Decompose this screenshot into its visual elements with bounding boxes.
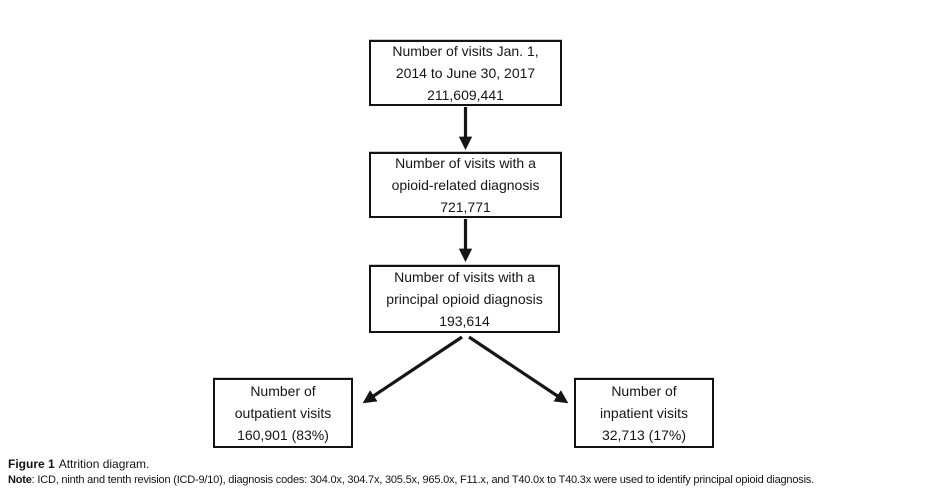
figure-caption-text: Attrition diagram. (58, 457, 150, 471)
figure-note-text: : ICD, ninth and tenth revision (ICD-9/1… (31, 474, 815, 486)
arrow-principal-to-inpatient (468, 335, 569, 404)
node-line: Number of (611, 383, 677, 399)
node-line: inpatient visits (600, 405, 688, 421)
node-value: 211,609,441 (427, 87, 504, 103)
figure-note: Note: ICD, ninth and tenth revision (ICD… (8, 473, 814, 488)
node-line: opioid-related diagnosis (391, 177, 540, 193)
node-value: 32,713 (17%) (601, 427, 687, 443)
node-value: 160,901 (83%) (237, 427, 329, 443)
node-outpatient-visits: Number of outpatient visits 160,901 (83%… (213, 378, 353, 448)
node-line: Number of visits with a (395, 155, 536, 171)
arrow-principal-to-outpatient (362, 335, 463, 404)
figure-caption-label: Figure 1 (8, 457, 55, 471)
node-principal-opioid-visits: Number of visits with a principal opioid… (369, 265, 560, 333)
node-inpatient-visits: Number of inpatient visits 32,713 (17%) (574, 378, 714, 448)
node-line: principal opioid diagnosis (386, 291, 543, 307)
figure-caption: Figure 1 Attrition diagram. (8, 456, 149, 472)
node-value: 193,614 (439, 313, 490, 329)
figure-note-label: Note (8, 474, 32, 486)
node-line: Number of visits with a (394, 269, 535, 285)
node-value: 721,771 (440, 199, 491, 215)
node-line: outpatient visits (234, 405, 332, 421)
node-total-visits: Number of visits Jan. 1, 2014 to June 30… (369, 40, 562, 106)
node-line: Number of visits Jan. 1, (392, 43, 539, 59)
node-opioid-related-visits: Number of visits with a opioid-related d… (369, 152, 562, 218)
node-line: 2014 to June 30, 2017 (395, 65, 536, 81)
node-line: Number of (250, 383, 316, 399)
